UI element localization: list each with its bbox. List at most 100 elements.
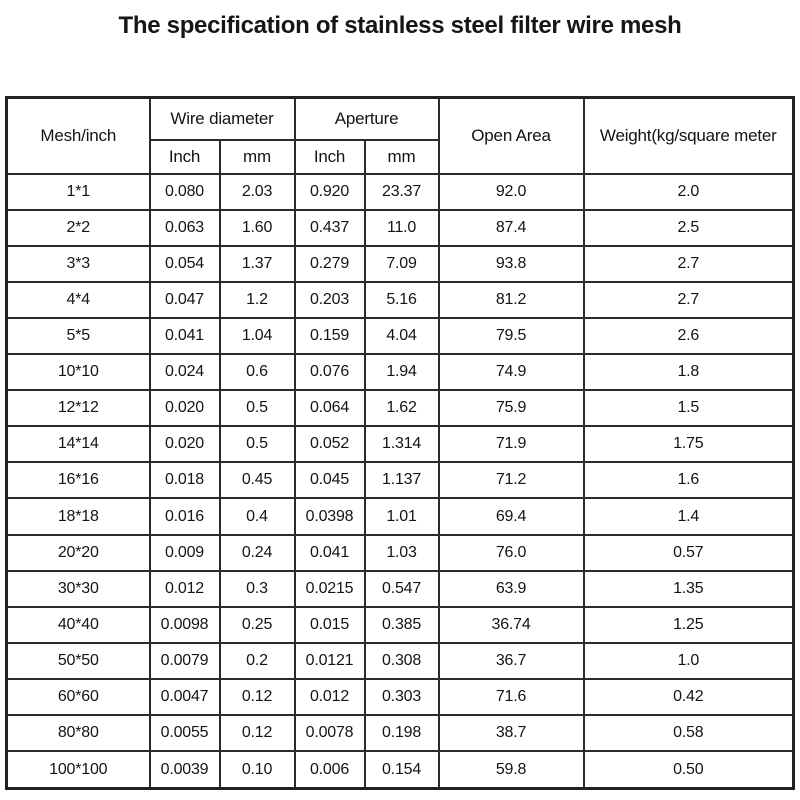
cell-mesh: 16*16 (5, 461, 151, 500)
cell-open-area: 36.7 (437, 641, 585, 681)
cell-aperture-inch: 0.052 (293, 425, 366, 464)
cell-open-area: 76.0 (437, 533, 585, 572)
cell-mesh: 100*100 (5, 750, 151, 790)
cell-wire-diameter-mm: 0.24 (218, 533, 296, 572)
cell-aperture-mm: 23.37 (363, 172, 440, 211)
cell-aperture-inch: 0.012 (293, 678, 366, 717)
cell-aperture-inch: 0.0121 (293, 641, 366, 681)
cell-aperture-inch: 0.0078 (293, 714, 366, 753)
cell-weight: 0.58 (582, 714, 795, 753)
cell-wire-diameter-inch: 0.041 (148, 316, 221, 356)
cell-open-area: 74.9 (437, 353, 585, 392)
cell-weight: 2.7 (582, 280, 795, 319)
cell-mesh: 18*18 (5, 497, 151, 536)
cell-mesh: 12*12 (5, 389, 151, 428)
cell-wire-diameter-inch: 0.0055 (148, 714, 221, 753)
table-row: 18*18 0.016 0.4 0.0398 1.01 69.4 1.4 (5, 497, 795, 536)
cell-wire-diameter-mm: 0.25 (218, 605, 296, 644)
cell-aperture-inch: 0.920 (293, 172, 366, 211)
cell-wire-diameter-inch: 0.0079 (148, 641, 221, 681)
table-row: 4*4 0.047 1.2 0.203 5.16 81.2 2.7 (5, 280, 795, 319)
cell-aperture-inch: 0.006 (293, 750, 366, 790)
header-wire-diameter: Wire diameter (148, 96, 296, 141)
table-row: 60*60 0.0047 0.12 0.012 0.303 71.6 0.42 (5, 678, 795, 717)
cell-mesh: 30*30 (5, 569, 151, 608)
cell-wire-diameter-mm: 0.4 (218, 497, 296, 536)
cell-weight: 1.25 (582, 605, 795, 644)
cell-wire-diameter-mm: 0.6 (218, 353, 296, 392)
header-aperture: Aperture (293, 96, 440, 141)
cell-wire-diameter-inch: 0.0098 (148, 605, 221, 644)
header-weight: Weight(kg/square meter (582, 96, 795, 175)
table-row: 12*12 0.020 0.5 0.064 1.62 75.9 1.5 (5, 389, 795, 428)
cell-wire-diameter-mm: 0.12 (218, 714, 296, 753)
spec-table-container: Mesh/inch Wire diameter Aperture Open Ar… (5, 96, 796, 790)
cell-open-area: 63.9 (437, 569, 585, 608)
cell-aperture-mm: 11.0 (363, 208, 440, 247)
cell-wire-diameter-inch: 0.020 (148, 425, 221, 464)
cell-aperture-mm: 1.314 (363, 425, 440, 464)
cell-weight: 1.5 (582, 389, 795, 428)
cell-aperture-inch: 0.437 (293, 208, 366, 247)
cell-open-area: 75.9 (437, 389, 585, 428)
cell-wire-diameter-inch: 0.012 (148, 569, 221, 608)
cell-wire-diameter-mm: 0.10 (218, 750, 296, 790)
table-body: 1*1 0.080 2.03 0.920 23.37 92.0 2.0 2*2 0.063 1.6… (5, 172, 795, 790)
cell-aperture-inch: 0.0398 (293, 497, 366, 536)
cell-weight: 1.8 (582, 353, 795, 392)
cell-open-area: 71.2 (437, 461, 585, 500)
cell-aperture-inch: 0.015 (293, 605, 366, 644)
cell-wire-diameter-inch: 0.024 (148, 353, 221, 392)
cell-open-area: 38.7 (437, 714, 585, 753)
cell-weight: 2.0 (582, 172, 795, 211)
cell-mesh: 4*4 (5, 280, 151, 319)
cell-weight: 2.7 (582, 244, 795, 283)
table-row: 14*14 0.020 0.5 0.052 1.314 71.9 1.75 (5, 425, 795, 464)
cell-mesh: 60*60 (5, 678, 151, 717)
spec-table: Mesh/inch Wire diameter Aperture Open Ar… (5, 96, 796, 790)
table-row: 30*30 0.012 0.3 0.0215 0.547 63.9 1.35 (5, 569, 795, 608)
cell-wire-diameter-mm: 1.04 (218, 316, 296, 356)
table-row: 1*1 0.080 2.03 0.920 23.37 92.0 2.0 (5, 172, 795, 211)
cell-wire-diameter-inch: 0.047 (148, 280, 221, 319)
page-title: The specification of stainless steel fil… (118, 12, 682, 39)
cell-weight: 1.35 (582, 569, 795, 608)
cell-open-area: 69.4 (437, 497, 585, 536)
cell-open-area: 92.0 (437, 172, 585, 211)
cell-aperture-mm: 0.154 (363, 750, 440, 790)
cell-aperture-mm: 1.01 (363, 497, 440, 536)
table-row: 80*80 0.0055 0.12 0.0078 0.198 38.7 0.58 (5, 714, 795, 753)
table-row: 40*40 0.0098 0.25 0.015 0.385 36.74 1.25 (5, 605, 795, 644)
cell-weight: 1.0 (582, 641, 795, 681)
header-row-sub: Inch mm Inch mm (7, 138, 794, 175)
cell-open-area: 36.74 (437, 605, 585, 644)
cell-wire-diameter-mm: 1.60 (218, 208, 296, 247)
cell-aperture-inch: 0.064 (293, 389, 366, 428)
cell-mesh: 5*5 (5, 316, 151, 356)
subheader-wire-mm: mm (218, 138, 296, 175)
cell-mesh: 2*2 (5, 208, 151, 247)
cell-wire-diameter-inch: 0.020 (148, 389, 221, 428)
table-row: 20*20 0.009 0.24 0.041 1.03 76.0 0.57 (5, 533, 795, 572)
cell-wire-diameter-mm: 0.45 (218, 461, 296, 500)
cell-aperture-mm: 0.308 (363, 641, 440, 681)
cell-aperture-mm: 0.385 (363, 605, 440, 644)
cell-wire-diameter-inch: 0.0047 (148, 678, 221, 717)
cell-wire-diameter-inch: 0.080 (148, 172, 221, 211)
cell-mesh: 40*40 (5, 605, 151, 644)
cell-wire-diameter-inch: 0.018 (148, 461, 221, 500)
cell-weight: 2.5 (582, 208, 795, 247)
cell-aperture-mm: 1.137 (363, 461, 440, 500)
table-row: 3*3 0.054 1.37 0.279 7.09 93.8 2.7 (5, 244, 795, 283)
cell-weight: 1.6 (582, 461, 795, 500)
cell-wire-diameter-inch: 0.054 (148, 244, 221, 283)
cell-mesh: 1*1 (5, 172, 151, 211)
cell-wire-diameter-inch: 0.0039 (148, 750, 221, 790)
table-row: 5*5 0.041 1.04 0.159 4.04 79.5 2.6 (5, 316, 795, 356)
cell-weight: 0.57 (582, 533, 795, 572)
header-open-area: Open Area (437, 96, 585, 175)
cell-open-area: 79.5 (437, 316, 585, 356)
cell-aperture-inch: 0.279 (293, 244, 366, 283)
cell-weight: 2.6 (582, 316, 795, 356)
cell-aperture-inch: 0.159 (293, 316, 366, 356)
